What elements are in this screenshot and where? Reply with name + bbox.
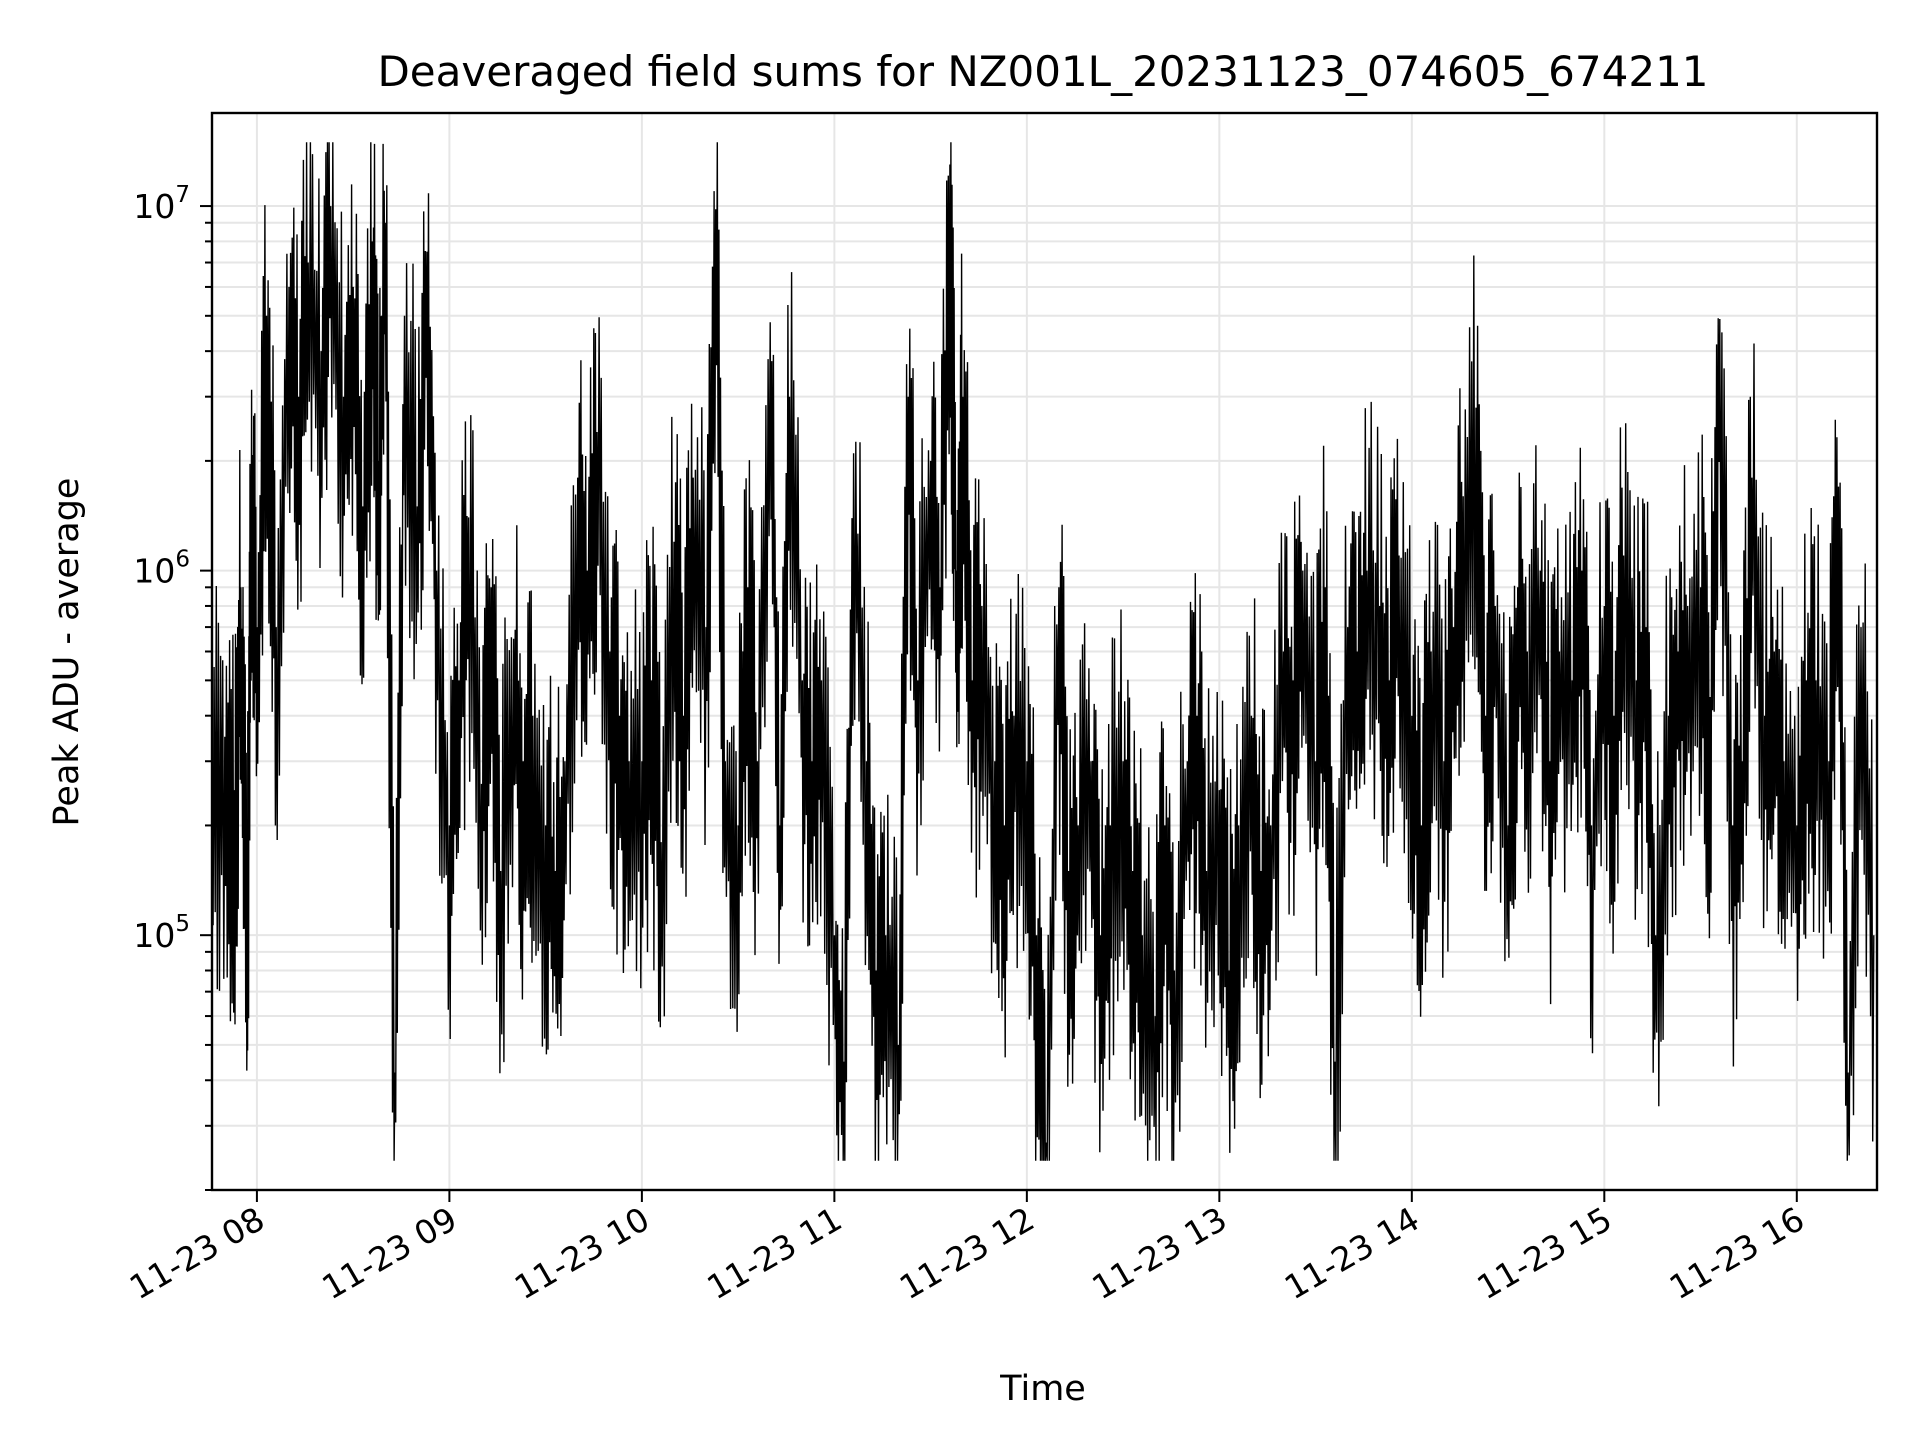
y-tick-label: 105 [133,911,190,955]
x-axis-label: Time [999,1369,1086,1409]
series-group [211,142,1875,1161]
y-tick-label: 106 [133,547,190,591]
series-line [211,142,1875,1161]
y-axis-label: Peak ADU - average [47,478,87,827]
y-tick-label: 107 [133,182,190,226]
y-axis: 105 106 107 [133,182,212,1191]
chart-title: Deaveraged field sums for NZ001L_2023112… [377,47,1708,96]
